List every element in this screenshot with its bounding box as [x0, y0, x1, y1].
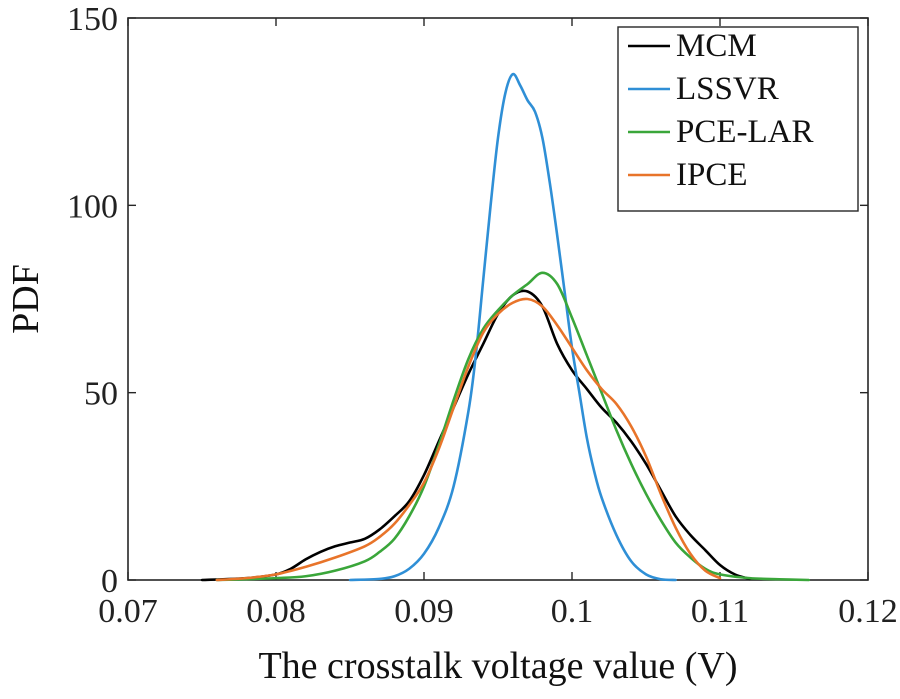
x-axis-label: The crosstalk voltage value (V) — [258, 645, 737, 687]
y-tick-label: 150 — [67, 1, 118, 38]
legend-box — [617, 26, 859, 212]
x-tick-label: 0.12 — [838, 593, 898, 630]
y-tick-label: 50 — [84, 376, 118, 413]
x-tick-label: 0.07 — [98, 593, 158, 630]
series-lines — [200, 72, 811, 582]
series-line-lssvr — [348, 72, 677, 582]
y-tick-label: 100 — [67, 188, 118, 225]
legend-label-ipce: IPCE — [676, 157, 748, 193]
series-line-pce-lar — [215, 271, 811, 582]
x-tick-label: 0.1 — [551, 593, 594, 630]
x-tick-label: 0.08 — [246, 593, 306, 630]
x-axis-ticks: 0.07 0.08 0.09 0.1 0.11 0.12 — [98, 18, 898, 630]
legend: MCM LSSVR PCE-LAR IPCE — [617, 26, 859, 212]
legend-label-pce-lar: PCE-LAR — [676, 114, 814, 150]
legend-label-mcm: MCM — [676, 28, 757, 64]
x-tick-label: 0.11 — [691, 593, 749, 630]
y-axis-label: PDF — [5, 264, 47, 334]
series-line-ipce — [215, 297, 722, 582]
y-tick-label: 0 — [101, 563, 118, 600]
legend-label-lssvr: LSSVR — [676, 71, 779, 107]
y-axis-ticks: 0 50 100 150 — [67, 1, 868, 600]
x-tick-label: 0.09 — [394, 593, 454, 630]
